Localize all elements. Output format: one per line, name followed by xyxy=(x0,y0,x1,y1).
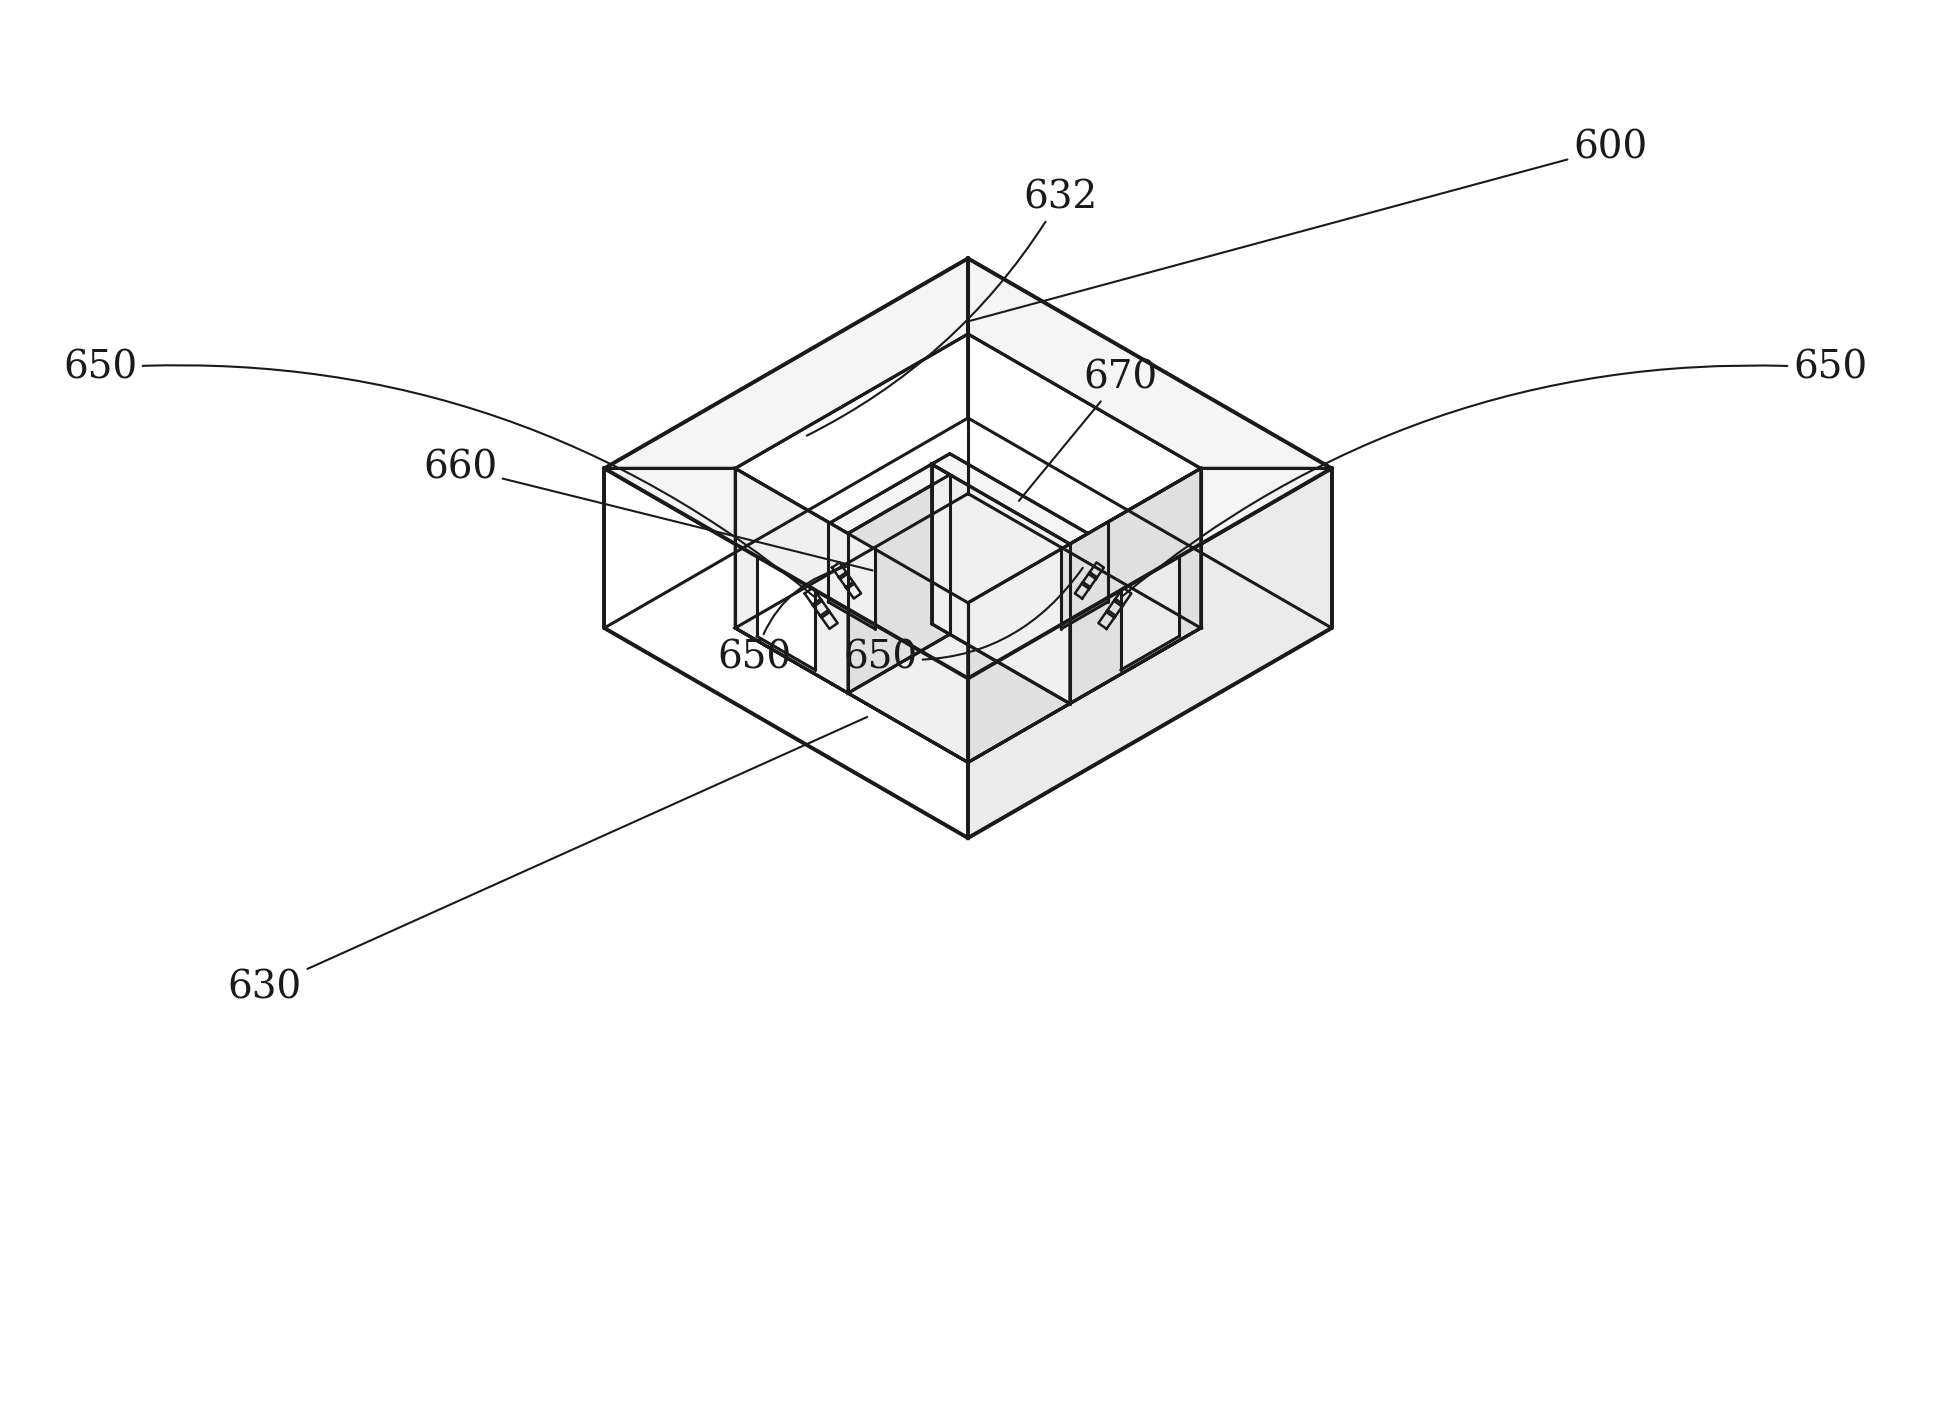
Polygon shape xyxy=(968,468,1332,838)
Polygon shape xyxy=(736,493,1200,763)
Polygon shape xyxy=(757,557,815,669)
Text: 650: 650 xyxy=(718,566,848,676)
Text: 660: 660 xyxy=(422,450,873,570)
Text: 650: 650 xyxy=(1123,349,1866,597)
Polygon shape xyxy=(604,468,968,678)
Text: 650: 650 xyxy=(62,349,813,597)
Text: 600: 600 xyxy=(970,129,1648,320)
Polygon shape xyxy=(831,464,951,533)
Polygon shape xyxy=(1061,522,1107,628)
Text: 630: 630 xyxy=(228,718,867,1007)
Polygon shape xyxy=(604,258,968,468)
Polygon shape xyxy=(829,522,875,628)
Text: 650: 650 xyxy=(842,567,1082,676)
Text: 670: 670 xyxy=(1018,360,1158,501)
Polygon shape xyxy=(931,454,1088,545)
Polygon shape xyxy=(848,475,951,693)
Polygon shape xyxy=(931,464,1071,703)
Polygon shape xyxy=(968,258,1332,468)
Polygon shape xyxy=(968,468,1200,763)
Text: 632: 632 xyxy=(807,180,1098,435)
Polygon shape xyxy=(1121,557,1179,669)
Polygon shape xyxy=(968,468,1332,678)
Polygon shape xyxy=(604,468,968,838)
Polygon shape xyxy=(736,468,968,763)
